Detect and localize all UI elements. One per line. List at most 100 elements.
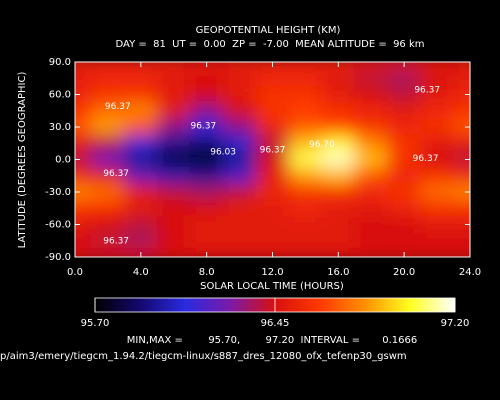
heat-cell <box>420 69 455 87</box>
heat-cell <box>321 102 356 120</box>
heat-cell <box>90 85 125 104</box>
heat-cell <box>156 62 191 71</box>
heat-cell <box>453 232 470 250</box>
heat-cell <box>288 118 323 136</box>
heat-cell <box>354 85 389 104</box>
x-tick-label: 24.0 <box>459 267 481 278</box>
heat-cell <box>222 232 257 250</box>
heat-cell <box>189 167 224 185</box>
heat-cell <box>90 134 125 152</box>
heat-cell <box>453 183 470 201</box>
heat-cell <box>222 199 257 217</box>
heat-cell <box>420 85 455 104</box>
heat-cell <box>222 69 257 87</box>
stats-text: MIN,MAX = 95.70, 97.20 INTERVAL = 0.1666 <box>127 335 417 346</box>
heat-cell <box>453 215 470 234</box>
heat-cell <box>255 118 290 136</box>
heat-cell <box>354 69 389 87</box>
contour-label: 96.03 <box>210 147 236 157</box>
heat-cell <box>420 150 455 169</box>
x-tick-label: 8.0 <box>199 267 215 278</box>
heat-cell <box>354 215 389 234</box>
heat-cell <box>75 183 92 201</box>
heat-cell <box>420 167 455 185</box>
heat-cell <box>75 199 92 217</box>
heat-cell <box>156 118 191 136</box>
axis-frame <box>74 61 471 258</box>
heat-cell <box>288 102 323 120</box>
heat-cell <box>288 134 323 152</box>
heat-cell <box>90 167 125 185</box>
heat-cell <box>387 118 422 136</box>
heat-cell <box>156 69 191 87</box>
heat-cell <box>123 118 158 136</box>
heat-cell <box>75 102 92 120</box>
heat-cell <box>123 69 158 87</box>
heat-cell <box>189 102 224 120</box>
heat-cell <box>123 134 158 152</box>
heat-cell <box>255 102 290 120</box>
heat-cell <box>222 102 257 120</box>
heat-cell <box>420 62 455 71</box>
contour-label: 96.37 <box>105 102 131 112</box>
heat-cell <box>453 167 470 185</box>
heat-cell <box>123 102 158 120</box>
heat-cell <box>156 134 191 152</box>
heat-cell <box>420 232 455 250</box>
heat-cell <box>387 150 422 169</box>
heat-cell <box>222 215 257 234</box>
x-tick-label: 12.0 <box>261 267 283 278</box>
heat-cell <box>75 62 92 71</box>
heat-cell <box>90 62 125 71</box>
heat-cell <box>387 199 422 217</box>
heat-cell <box>75 215 92 234</box>
heat-cell <box>420 248 455 257</box>
heat-cell <box>75 118 92 136</box>
x-tick-label: 16.0 <box>327 267 349 278</box>
heat-cell <box>387 183 422 201</box>
heat-cell <box>288 150 323 169</box>
y-tick-label: -60.0 <box>45 220 71 231</box>
heat-cell <box>189 150 224 169</box>
heat-cell <box>420 199 455 217</box>
heat-cell <box>453 85 470 104</box>
heat-cell <box>354 62 389 71</box>
contour-label: 96.70 <box>309 140 335 150</box>
heat-cell <box>354 134 389 152</box>
heat-cell <box>321 183 356 201</box>
heat-cell <box>255 134 290 152</box>
heat-cell <box>156 150 191 169</box>
colorbar-tick-label: 96.45 <box>261 318 290 329</box>
heat-cell <box>387 69 422 87</box>
y-tick-label: -90.0 <box>45 252 71 263</box>
contour-label: 96.37 <box>103 169 129 179</box>
heat-cell <box>123 183 158 201</box>
heat-cell <box>222 85 257 104</box>
contour-label: 96.37 <box>260 145 286 155</box>
heat-cell <box>75 85 92 104</box>
heat-cell <box>288 183 323 201</box>
heat-cell <box>255 215 290 234</box>
heat-cell <box>321 199 356 217</box>
heat-cell <box>255 150 290 169</box>
heat-cell <box>90 199 125 217</box>
heat-cell <box>90 183 125 201</box>
heat-cell <box>354 232 389 250</box>
heat-cell <box>75 69 92 87</box>
heat-cell <box>288 167 323 185</box>
heat-cell <box>222 118 257 136</box>
heat-cell <box>156 102 191 120</box>
heat-cell <box>189 199 224 217</box>
heat-cell <box>420 215 455 234</box>
heat-cell <box>288 215 323 234</box>
heat-cell <box>321 134 356 152</box>
heat-cell <box>288 62 323 71</box>
heat-cell <box>354 150 389 169</box>
heat-cell <box>156 183 191 201</box>
heat-cell <box>123 150 158 169</box>
heat-cell <box>387 85 422 104</box>
file-path: p/aim3/emery/tiegcm_1.94.2/tiegcm-linux/… <box>0 351 407 362</box>
heat-cell <box>189 232 224 250</box>
heat-cell <box>75 134 92 152</box>
chart-subtitle: DAY = 81 UT = 0.00 ZP = -7.00 MEAN ALTIT… <box>115 39 424 50</box>
